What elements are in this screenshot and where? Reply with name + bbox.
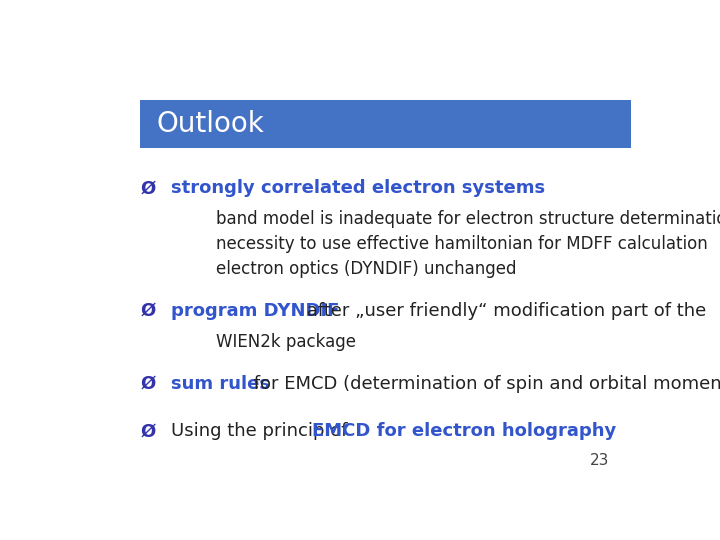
Text: Using the princip of: Using the princip of	[171, 422, 353, 441]
Text: Outlook: Outlook	[157, 110, 265, 138]
Text: for EMCD (determination of spin and orbital moment): for EMCD (determination of spin and orbi…	[248, 375, 720, 393]
FancyBboxPatch shape	[140, 100, 631, 148]
Text: Ø: Ø	[140, 302, 156, 320]
Text: Ø: Ø	[140, 422, 156, 441]
Text: electron optics (DYNDIF) unchanged: electron optics (DYNDIF) unchanged	[215, 260, 516, 278]
Text: Ø: Ø	[140, 375, 156, 393]
Text: sum rules: sum rules	[171, 375, 270, 393]
Text: Ø: Ø	[140, 179, 156, 197]
Text: strongly correlated electron systems: strongly correlated electron systems	[171, 179, 545, 197]
Text: program DYNDIF: program DYNDIF	[171, 302, 339, 320]
Text: necessity to use effective hamiltonian for MDFF calculation: necessity to use effective hamiltonian f…	[215, 235, 707, 253]
Text: after „user friendly“ modification part of the: after „user friendly“ modification part …	[302, 302, 706, 320]
Text: band model is inadequate for electron structure determination: band model is inadequate for electron st…	[215, 210, 720, 228]
Text: 23: 23	[590, 453, 609, 468]
Text: WIEN2k package: WIEN2k package	[215, 333, 356, 351]
Text: EMCD for electron holography: EMCD for electron holography	[312, 422, 616, 441]
